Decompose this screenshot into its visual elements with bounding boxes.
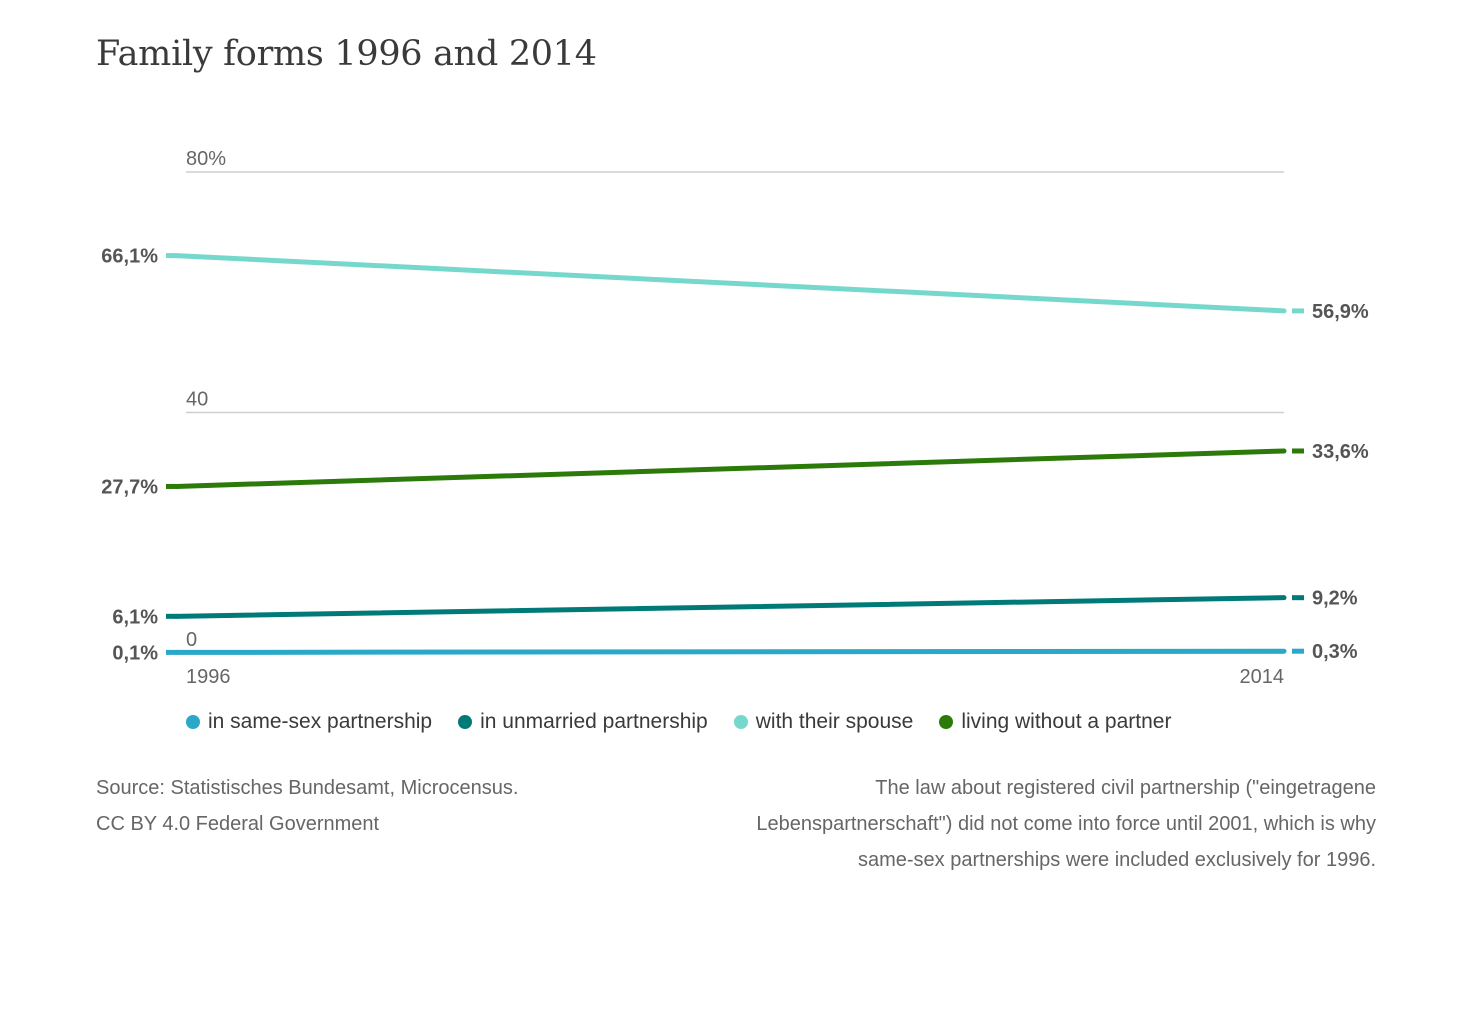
data-label-1996: 27,7% [101, 476, 158, 498]
source-text: Source: Statistisches Bundesamt, Microce… [96, 770, 518, 842]
legend-dot-icon [458, 715, 473, 729]
data-label-2014: 33,6% [1312, 441, 1369, 463]
legend-item-spouse[interactable]: with their spouse [733, 710, 914, 734]
legend-dot-icon [939, 715, 954, 729]
legend-item-same-sex[interactable]: in same-sex partnership [186, 710, 432, 734]
data-label-1996: 0,1% [112, 642, 158, 664]
chart-title: Family forms 1996 and 2014 [96, 34, 597, 74]
footnote: The law about registered civil partnersh… [756, 777, 1376, 871]
data-label-2014: 56,9% [1312, 301, 1369, 323]
series-line [173, 648, 1287, 655]
legend-label: in same-sex partnership [208, 710, 433, 733]
legend-label: in unmarried partnership [480, 710, 708, 733]
source-line: Source: Statistisches Bundesamt, Microce… [96, 777, 519, 799]
legend-dot-icon [733, 715, 748, 729]
data-label-2014: 0,3% [1312, 641, 1358, 663]
legend-label: living without a partner [961, 710, 1172, 733]
y-tick-label: 40 [186, 389, 208, 411]
y-tick-label: 80% [186, 148, 226, 170]
data-label-2014: 9,2% [1312, 588, 1358, 610]
data-label-1996: 6,1% [112, 606, 158, 628]
data-label-1996: 66,1% [101, 246, 158, 268]
legend: in same-sex partnership in unmarried par… [186, 710, 1171, 734]
y-tick-label: 0 [186, 629, 197, 651]
legend-item-unmarried[interactable]: in unmarried partnership [458, 710, 708, 734]
legend-label: with their spouse [755, 710, 914, 733]
legend-item-without-partner[interactable]: living without a partner [939, 710, 1171, 734]
series-line [173, 448, 1287, 489]
legend-dot-icon [186, 715, 200, 729]
series-line [173, 253, 1287, 314]
x-tick-label: 2014 [1240, 666, 1285, 688]
license-line: CC BY 4.0 Federal Government [96, 813, 380, 835]
series-line [173, 595, 1287, 619]
x-tick-label: 1996 [186, 666, 231, 688]
